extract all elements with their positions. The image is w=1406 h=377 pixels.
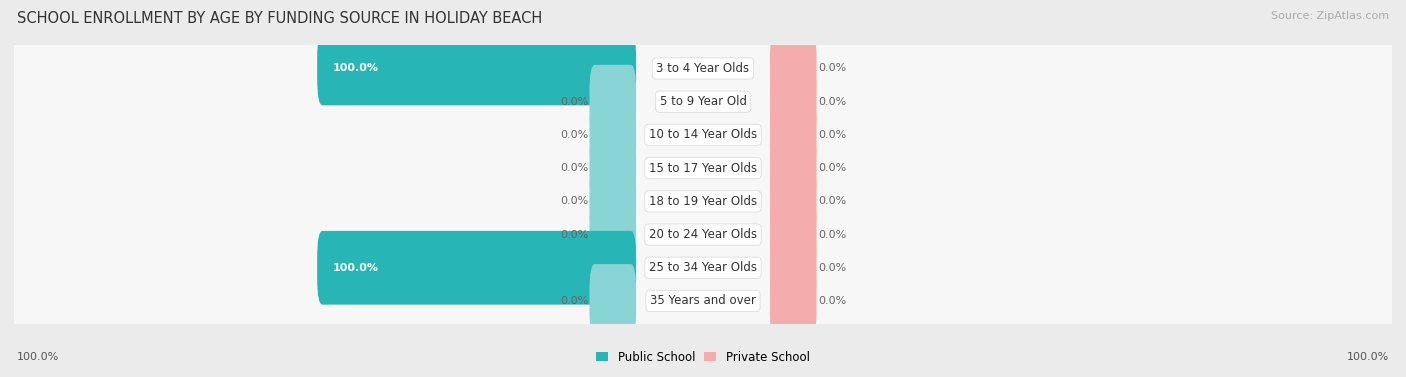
Text: 0.0%: 0.0% <box>818 196 846 206</box>
Text: 0.0%: 0.0% <box>818 63 846 74</box>
Text: 0.0%: 0.0% <box>818 296 846 306</box>
Legend: Public School, Private School: Public School, Private School <box>592 346 814 369</box>
Text: 15 to 17 Year Olds: 15 to 17 Year Olds <box>650 162 756 175</box>
Text: 0.0%: 0.0% <box>560 97 588 107</box>
FancyBboxPatch shape <box>589 131 636 205</box>
FancyBboxPatch shape <box>589 98 636 172</box>
Text: 0.0%: 0.0% <box>560 296 588 306</box>
Text: 0.0%: 0.0% <box>818 230 846 239</box>
FancyBboxPatch shape <box>589 264 636 338</box>
FancyBboxPatch shape <box>4 120 1402 283</box>
FancyBboxPatch shape <box>589 198 636 271</box>
Text: 3 to 4 Year Olds: 3 to 4 Year Olds <box>657 62 749 75</box>
Text: 0.0%: 0.0% <box>560 163 588 173</box>
Text: 5 to 9 Year Old: 5 to 9 Year Old <box>659 95 747 108</box>
FancyBboxPatch shape <box>770 231 817 305</box>
FancyBboxPatch shape <box>4 153 1402 316</box>
Text: 0.0%: 0.0% <box>818 97 846 107</box>
Text: 0.0%: 0.0% <box>560 196 588 206</box>
Text: 25 to 34 Year Olds: 25 to 34 Year Olds <box>650 261 756 274</box>
Text: 0.0%: 0.0% <box>818 163 846 173</box>
FancyBboxPatch shape <box>770 198 817 271</box>
Text: 0.0%: 0.0% <box>818 263 846 273</box>
FancyBboxPatch shape <box>4 53 1402 217</box>
FancyBboxPatch shape <box>4 0 1402 150</box>
FancyBboxPatch shape <box>4 20 1402 183</box>
FancyBboxPatch shape <box>770 131 817 205</box>
Text: 18 to 19 Year Olds: 18 to 19 Year Olds <box>650 195 756 208</box>
FancyBboxPatch shape <box>4 219 1402 377</box>
Text: 35 Years and over: 35 Years and over <box>650 294 756 308</box>
Text: 0.0%: 0.0% <box>818 130 846 140</box>
Text: 100.0%: 100.0% <box>332 263 378 273</box>
Text: 0.0%: 0.0% <box>560 130 588 140</box>
FancyBboxPatch shape <box>770 32 817 105</box>
FancyBboxPatch shape <box>770 264 817 338</box>
Text: SCHOOL ENROLLMENT BY AGE BY FUNDING SOURCE IN HOLIDAY BEACH: SCHOOL ENROLLMENT BY AGE BY FUNDING SOUR… <box>17 11 543 26</box>
FancyBboxPatch shape <box>770 65 817 139</box>
FancyBboxPatch shape <box>4 86 1402 250</box>
FancyBboxPatch shape <box>770 164 817 238</box>
FancyBboxPatch shape <box>318 32 636 105</box>
Text: 100.0%: 100.0% <box>332 63 378 74</box>
FancyBboxPatch shape <box>318 231 636 305</box>
Text: 20 to 24 Year Olds: 20 to 24 Year Olds <box>650 228 756 241</box>
FancyBboxPatch shape <box>589 65 636 139</box>
Text: 0.0%: 0.0% <box>560 230 588 239</box>
FancyBboxPatch shape <box>770 98 817 172</box>
Text: 100.0%: 100.0% <box>1347 352 1389 362</box>
Text: 10 to 14 Year Olds: 10 to 14 Year Olds <box>650 129 756 141</box>
Text: Source: ZipAtlas.com: Source: ZipAtlas.com <box>1271 11 1389 21</box>
FancyBboxPatch shape <box>589 164 636 238</box>
Text: 100.0%: 100.0% <box>17 352 59 362</box>
FancyBboxPatch shape <box>4 186 1402 349</box>
